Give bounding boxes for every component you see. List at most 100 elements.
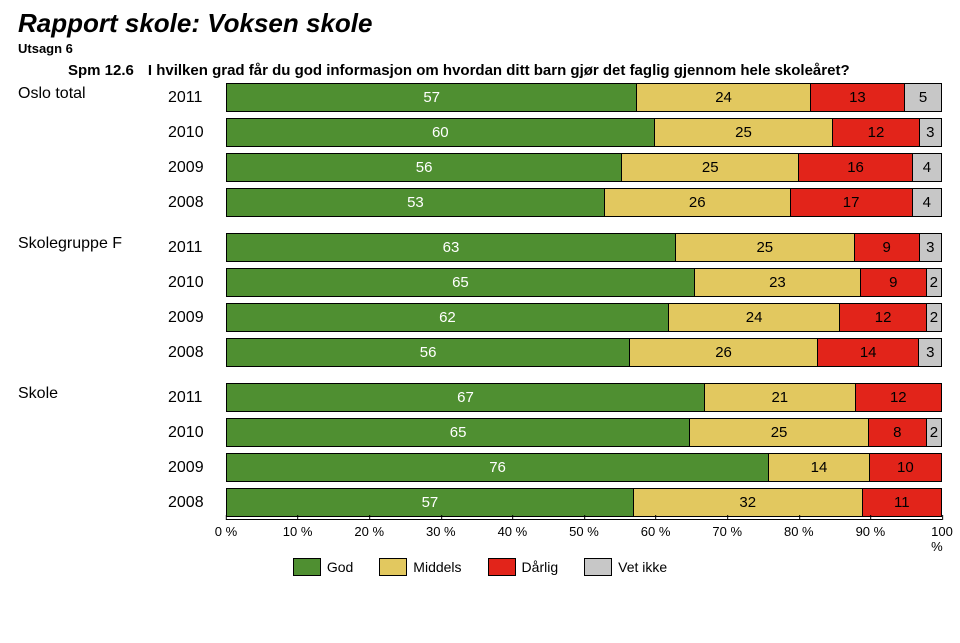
year-label: 2010 bbox=[168, 118, 226, 147]
x-tick: 100 % bbox=[931, 520, 953, 554]
x-tick: 20 % bbox=[354, 520, 384, 539]
bar-row: 20095625164 bbox=[168, 153, 942, 182]
x-tick: 60 % bbox=[641, 520, 671, 539]
x-tick: 40 % bbox=[498, 520, 528, 539]
year-label: 2011 bbox=[168, 83, 226, 112]
x-tick: 30 % bbox=[426, 520, 456, 539]
segment-bad: 12 bbox=[840, 304, 926, 331]
segment-bad: 12 bbox=[856, 384, 941, 411]
segment-mid: 25 bbox=[676, 234, 855, 261]
segment-bad: 9 bbox=[855, 234, 920, 261]
segment-good: 62 bbox=[227, 304, 669, 331]
question-line: Spm 12.6 I hvilken grad får du god infor… bbox=[18, 62, 942, 79]
x-tick-label: 50 % bbox=[569, 520, 599, 539]
bar-row: 2011632593 bbox=[168, 233, 942, 262]
segment-good: 57 bbox=[227, 489, 634, 516]
x-tick-label: 10 % bbox=[283, 520, 313, 539]
x-axis: 0 %10 %20 %30 %40 %50 %60 %70 %80 %90 %1… bbox=[18, 519, 942, 548]
bar-row: 20085326174 bbox=[168, 188, 942, 217]
segment-dk: 3 bbox=[920, 234, 941, 261]
x-tick-label: 0 % bbox=[215, 520, 237, 539]
swatch-dk bbox=[584, 558, 612, 576]
segment-dk: 3 bbox=[919, 339, 941, 366]
segment-bad: 14 bbox=[818, 339, 920, 366]
segment-mid: 32 bbox=[634, 489, 863, 516]
year-label: 2010 bbox=[168, 418, 226, 447]
segment-good: 76 bbox=[227, 454, 769, 481]
segment-mid: 24 bbox=[637, 84, 810, 111]
question-number: Spm 12.6 bbox=[68, 62, 134, 79]
bar-track: 5724135 bbox=[226, 83, 942, 112]
question-text: I hvilken grad får du god informasjon om… bbox=[148, 62, 850, 79]
year-label: 2009 bbox=[168, 153, 226, 182]
bar-track: 573211 bbox=[226, 488, 942, 517]
segment-dk: 5 bbox=[905, 84, 941, 111]
segment-dk: 2 bbox=[927, 269, 941, 296]
legend-label-dk: Vet ikke bbox=[618, 559, 667, 575]
x-tick-label: 70 % bbox=[712, 520, 742, 539]
bar-track: 5326174 bbox=[226, 188, 942, 217]
bar-track: 672112 bbox=[226, 383, 942, 412]
segment-good: 56 bbox=[227, 154, 622, 181]
x-tick-label: 20 % bbox=[354, 520, 384, 539]
bar-track: 761410 bbox=[226, 453, 942, 482]
segment-bad: 13 bbox=[811, 84, 905, 111]
year-label: 2008 bbox=[168, 338, 226, 367]
segment-mid: 25 bbox=[690, 419, 869, 446]
segment-bad: 16 bbox=[799, 154, 913, 181]
segment-bad: 11 bbox=[863, 489, 941, 516]
x-tick-label: 80 % bbox=[784, 520, 814, 539]
legend-label-good: God bbox=[327, 559, 353, 575]
year-label: 2011 bbox=[168, 383, 226, 412]
bar-row: 2010652582 bbox=[168, 418, 942, 447]
year-label: 2008 bbox=[168, 188, 226, 217]
x-tick: 10 % bbox=[283, 520, 313, 539]
segment-bad: 8 bbox=[869, 419, 927, 446]
bar-row: 2010652392 bbox=[168, 268, 942, 297]
report-subtitle: Utsagn 6 bbox=[18, 41, 942, 56]
x-tick-label: 90 % bbox=[856, 520, 886, 539]
x-tick: 90 % bbox=[856, 520, 886, 539]
year-label: 2009 bbox=[168, 303, 226, 332]
segment-mid: 21 bbox=[705, 384, 856, 411]
chart: Oslo total201157241352010602512320095625… bbox=[18, 79, 942, 517]
segment-dk: 2 bbox=[927, 304, 941, 331]
chart-group: Skolegruppe F201163259320106523922009622… bbox=[18, 233, 942, 367]
segment-dk: 2 bbox=[927, 419, 941, 446]
bar-track: 632593 bbox=[226, 233, 942, 262]
segment-mid: 23 bbox=[695, 269, 861, 296]
segment-bad: 10 bbox=[870, 454, 941, 481]
legend-mid: Middels bbox=[379, 558, 461, 576]
segment-dk: 3 bbox=[920, 119, 941, 146]
legend-label-mid: Middels bbox=[413, 559, 461, 575]
bar-track: 6025123 bbox=[226, 118, 942, 147]
bar-track: 652582 bbox=[226, 418, 942, 447]
x-tick: 0 % bbox=[215, 520, 237, 539]
x-tick-label: 100 % bbox=[931, 520, 953, 554]
legend-bad: Dårlig bbox=[488, 558, 559, 576]
x-tick: 80 % bbox=[784, 520, 814, 539]
group-bars: 2011572413520106025123200956251642008532… bbox=[168, 83, 942, 217]
bar-track: 652392 bbox=[226, 268, 942, 297]
group-label: Skole bbox=[18, 383, 168, 517]
segment-dk: 4 bbox=[913, 189, 941, 216]
segment-bad: 12 bbox=[833, 119, 919, 146]
bar-row: 20115724135 bbox=[168, 83, 942, 112]
x-tick: 70 % bbox=[712, 520, 742, 539]
segment-mid: 14 bbox=[769, 454, 870, 481]
segment-mid: 24 bbox=[669, 304, 841, 331]
segment-bad: 9 bbox=[861, 269, 927, 296]
segment-good: 60 bbox=[227, 119, 655, 146]
segment-good: 63 bbox=[227, 234, 676, 261]
legend: God Middels Dårlig Vet ikke bbox=[18, 558, 942, 576]
swatch-bad bbox=[488, 558, 516, 576]
year-label: 2008 bbox=[168, 488, 226, 517]
bar-track: 6224122 bbox=[226, 303, 942, 332]
segment-good: 56 bbox=[227, 339, 630, 366]
year-label: 2010 bbox=[168, 268, 226, 297]
legend-dk: Vet ikke bbox=[584, 558, 667, 576]
chart-group: Oslo total201157241352010602512320095625… bbox=[18, 83, 942, 217]
x-tick-label: 40 % bbox=[498, 520, 528, 539]
segment-good: 53 bbox=[227, 189, 605, 216]
x-tick-label: 30 % bbox=[426, 520, 456, 539]
